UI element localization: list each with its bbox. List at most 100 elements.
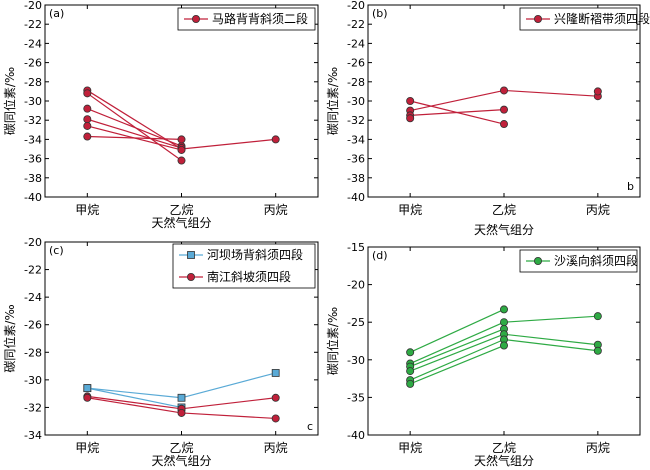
data-point [499,318,508,327]
series-line-segment [409,328,505,368]
series-line-segment [503,89,598,97]
data-point [177,135,186,144]
data-point [499,86,508,95]
plot-frame [44,4,319,198]
panel-corner-label: c [307,420,313,433]
data-point [271,135,280,144]
series-line-segment [87,135,182,140]
data-point [177,145,186,154]
panel-corner-label: b [627,180,634,193]
series-line-segment [409,333,505,372]
data-point-square [271,369,280,377]
y-tick-label: -40 [24,191,42,204]
data-point [499,105,508,114]
x-axis-title: 天然气组分 [151,453,211,468]
y-axis-title: 碳同位素/‰ [2,304,17,372]
y-tick-label: -36 [347,153,365,166]
panel-label: (d) [372,249,388,262]
y-tick-label: -24 [24,37,42,50]
y-tick-label: -20 [24,236,42,249]
y-tick-label: -20 [347,0,365,12]
series-line-segment [503,315,598,323]
data-point-square [177,393,186,402]
data-point [593,87,602,96]
legend: 马路背背斜须二段 [177,7,316,31]
data-point [271,393,280,402]
y-tick-label: -28 [347,76,365,89]
y-tick-label: -22 [24,18,42,31]
y-tick-label: -24 [347,37,365,50]
series-line-segment [409,321,505,365]
chart-panel-1: -40 -38 -36 -34 -32 -30 -28 -26 -24 -22 -20 甲烷 乙烷 丙烷天… [2,0,319,230]
series-line-segment [410,100,505,125]
y-tick-label: -38 [347,172,365,185]
series-group-1 [406,305,602,388]
series-group-2 [83,392,280,423]
panel-label: (a) [49,7,64,20]
y-tick-label: -34 [24,133,42,146]
x-axis-title: 天然气组分 [151,215,211,230]
series-line-segment [87,397,182,414]
y-tick-label: -30 [24,374,42,387]
series-line-segment [503,333,598,346]
legend-label: 沙溪向斜须四段 [554,253,638,268]
x-tick-label: 丙烷 [586,203,610,217]
data-point [83,89,92,98]
y-tick-label: -22 [347,18,365,31]
y-tick-label: -25 [347,316,365,329]
series-line-segment [181,412,276,420]
series-line-segment [181,397,276,410]
y-tick-label: -32 [347,114,365,127]
series-line-segment [181,138,276,150]
series-line-segment [409,338,505,381]
y-tick-label: -26 [24,319,42,332]
panel-label: (b) [372,7,388,20]
y-tick-label: -30 [347,95,365,108]
x-tick-label: 甲烷 [75,441,99,455]
series-line-segment [87,387,182,409]
x-tick-label: 乙烷 [169,441,193,455]
series-line-segment [181,372,276,399]
series-line-segment [409,308,505,353]
data-point [406,348,415,357]
data-point [177,408,186,417]
x-tick-label: 丙烷 [264,441,288,455]
y-tick-label: -32 [24,401,42,414]
y-tick-label: -28 [24,76,42,89]
x-axis-title: 天然气组分 [474,453,534,468]
x-tick-label: 乙烷 [492,203,516,217]
x-tick-label: 甲烷 [75,203,99,217]
x-tick-label: 丙烷 [586,441,610,455]
data-point [83,115,92,124]
y-tick-label: -26 [24,57,42,70]
legend-label: 马路背背斜须二段 [212,11,308,26]
series-line-segment [503,338,598,352]
data-point [499,305,508,314]
y-axis-title: 碳同位素/‰ [2,67,17,135]
data-point [406,379,415,388]
legend-label: 河坝场背斜须四段 [207,247,303,262]
x-tick-label: 乙烷 [169,203,193,217]
legend-label: 兴隆断褶带须四段 [554,11,650,26]
data-point [593,346,602,355]
y-tick-label: -34 [24,429,42,442]
series-line-segment [87,387,182,399]
y-tick-label: -30 [24,95,42,108]
data-point [83,121,92,130]
data-point [83,104,92,113]
series-group-1 [406,86,602,129]
data-point [177,156,186,165]
data-point [406,367,415,376]
data-point-square [83,384,92,393]
x-tick-label: 乙烷 [492,441,516,455]
data-point [406,114,415,123]
y-tick-label: -28 [24,346,42,359]
legend-box [519,7,638,31]
y-tick-label: -24 [24,291,42,304]
y-tick-label: -35 [347,391,365,404]
series-line-segment [87,395,182,410]
legend-box [519,249,638,273]
series-line-segment [410,89,505,112]
series-line-segment [87,118,182,149]
